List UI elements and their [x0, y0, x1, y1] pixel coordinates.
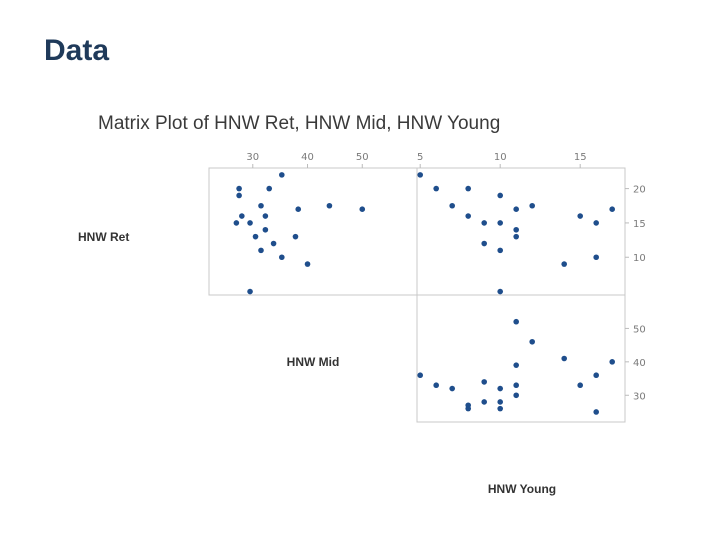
y-tick-label: 30: [633, 391, 646, 402]
data-point: [497, 192, 504, 199]
data-point: [258, 247, 264, 254]
data-point: [497, 220, 504, 226]
data-point: [497, 288, 504, 295]
x-tick-label: 30: [246, 152, 259, 163]
data-point: [233, 220, 240, 226]
data-point: [247, 220, 253, 226]
data-point: [262, 226, 269, 233]
data-point: [497, 247, 504, 254]
data-point: [577, 213, 583, 219]
slide-title: Data: [44, 34, 110, 67]
data-point: [593, 409, 599, 415]
data-point: [561, 261, 567, 267]
data-point: [304, 261, 311, 267]
data-point: [433, 185, 440, 192]
data-point: [279, 254, 285, 261]
data-point: [593, 372, 599, 379]
data-point: [513, 233, 519, 240]
variable-label: HNW Young: [488, 482, 556, 496]
data-point: [465, 213, 472, 219]
data-point: [266, 185, 273, 192]
y-tick-label: 20: [633, 185, 646, 196]
data-point: [497, 405, 504, 412]
x-tick-label: 15: [574, 152, 587, 163]
chart-title: Matrix Plot of HNW Ret, HNW Mid, HNW You…: [98, 113, 501, 134]
data-point: [593, 220, 599, 226]
data-point: [449, 385, 456, 392]
data-point: [258, 202, 264, 209]
data-point: [609, 359, 615, 365]
variable-label: HNW Mid: [287, 355, 340, 369]
x-tick-label: 5: [417, 152, 423, 163]
data-point: [239, 213, 245, 219]
y-tick-label: 50: [633, 324, 646, 335]
data-point: [497, 385, 504, 392]
data-point: [449, 202, 456, 209]
data-point: [236, 185, 242, 192]
variable-label: HNW Ret: [78, 230, 129, 244]
data-point: [513, 362, 519, 368]
x-tick-label: 10: [494, 152, 507, 163]
data-point: [262, 213, 269, 219]
data-point: [561, 355, 567, 362]
data-point: [497, 399, 504, 405]
data-point: [481, 220, 488, 226]
data-point: [236, 192, 242, 199]
data-point: [465, 185, 472, 192]
x-tick-label: 40: [301, 152, 314, 163]
data-point: [513, 318, 519, 325]
data-point: [577, 382, 583, 389]
y-tick-label: 15: [633, 219, 646, 230]
panel-frame: [416, 294, 626, 423]
x-tick-label: 50: [356, 152, 369, 163]
data-point: [433, 382, 440, 389]
data-point: [481, 399, 488, 405]
data-point: [270, 240, 277, 247]
data-point: [292, 233, 299, 240]
data-point: [252, 233, 259, 240]
data-point: [481, 240, 488, 247]
data-point: [326, 202, 333, 209]
data-point: [513, 206, 519, 212]
data-point: [513, 382, 519, 389]
data-point: [513, 392, 519, 399]
data-point: [609, 206, 615, 212]
data-point: [295, 206, 302, 212]
data-point: [593, 254, 599, 261]
data-point: [465, 405, 472, 412]
data-point: [359, 206, 366, 212]
data-point: [481, 379, 488, 385]
panel-frame: [416, 167, 626, 296]
y-tick-label: 40: [633, 358, 646, 369]
data-point: [279, 172, 285, 178]
data-point: [513, 226, 519, 233]
data-point: [417, 172, 424, 178]
data-point: [417, 372, 424, 379]
y-tick-label: 10: [633, 253, 646, 264]
data-point: [247, 288, 253, 295]
data-point: [529, 202, 535, 209]
data-point: [529, 338, 535, 345]
